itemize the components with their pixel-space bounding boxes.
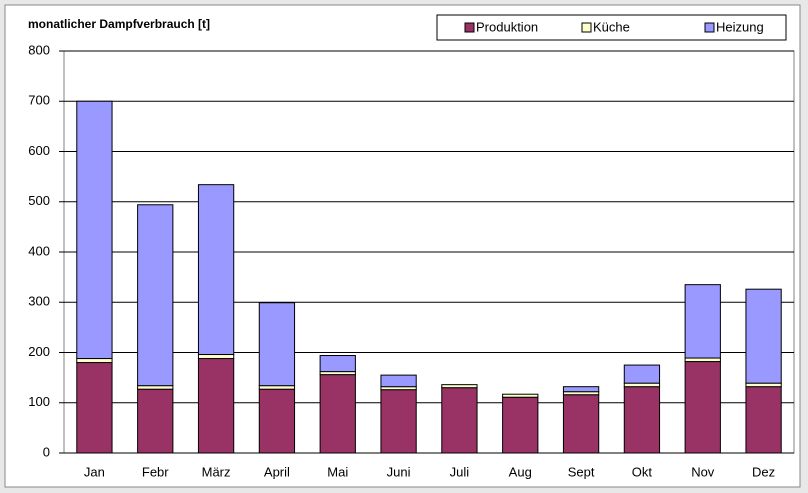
bar-segment bbox=[319, 355, 356, 373]
bar-segment bbox=[380, 374, 417, 388]
y-tick-label: 700 bbox=[28, 93, 50, 108]
bar-segment bbox=[137, 388, 174, 454]
bar-segment bbox=[562, 386, 600, 393]
legend-label: Heizung bbox=[716, 19, 764, 34]
x-tick-label: Febr bbox=[142, 464, 169, 479]
bar-segment bbox=[441, 387, 478, 454]
legend-swatch bbox=[704, 22, 715, 33]
legend-label: Produktion bbox=[476, 19, 538, 34]
bar-segment bbox=[745, 288, 782, 384]
x-tick-label: Aug bbox=[509, 464, 532, 479]
bar-segment bbox=[197, 184, 235, 356]
bar-segment bbox=[258, 388, 296, 454]
x-tick-label: Mai bbox=[327, 464, 348, 479]
bar-segment bbox=[684, 361, 721, 454]
legend-swatch bbox=[464, 22, 475, 33]
legend-box bbox=[436, 14, 787, 41]
chart-title: monatlicher Dampfverbrauch [t] bbox=[28, 17, 210, 31]
bar-segment bbox=[502, 393, 539, 398]
bar-segment bbox=[76, 358, 113, 364]
bar-segment bbox=[197, 354, 235, 360]
y-tick-label: 100 bbox=[28, 394, 50, 409]
bar-segment bbox=[380, 389, 417, 454]
bar-segment bbox=[137, 204, 174, 387]
bar-segment bbox=[502, 396, 539, 454]
bar-segment bbox=[258, 385, 296, 390]
y-tick-label: 600 bbox=[28, 143, 50, 158]
x-tick-label: März bbox=[202, 464, 231, 479]
x-tick-label: Jan bbox=[84, 464, 105, 479]
bar-segment bbox=[623, 386, 661, 454]
x-tick-label: Juli bbox=[450, 464, 470, 479]
x-tick-label: April bbox=[264, 464, 290, 479]
bar-segment bbox=[76, 362, 113, 454]
bar-segment bbox=[745, 382, 782, 388]
bar-segment bbox=[441, 384, 478, 389]
legend-label: Küche bbox=[593, 19, 630, 34]
bar-segment bbox=[684, 357, 721, 363]
bar-segment bbox=[623, 364, 661, 384]
y-tick-label: 400 bbox=[28, 243, 50, 258]
y-tick-label: 500 bbox=[28, 193, 50, 208]
bar-segment bbox=[562, 394, 600, 454]
y-tick-label: 300 bbox=[28, 294, 50, 309]
bar-segment bbox=[258, 302, 296, 387]
y-tick-label: 800 bbox=[28, 42, 50, 57]
bar-segment bbox=[319, 374, 356, 454]
y-tick-label: 0 bbox=[43, 444, 50, 459]
legend-swatch bbox=[581, 22, 592, 33]
y-tick-label: 200 bbox=[28, 344, 50, 359]
bar-segment bbox=[745, 386, 782, 454]
x-tick-label: Dez bbox=[752, 464, 775, 479]
x-tick-label: Okt bbox=[632, 464, 653, 479]
x-tick-label: Sept bbox=[568, 464, 595, 479]
bar-segment bbox=[623, 382, 661, 388]
x-tick-label: Nov bbox=[691, 464, 715, 479]
bar-segment bbox=[197, 358, 235, 454]
bar-segment bbox=[137, 385, 174, 390]
bar-segment bbox=[684, 284, 721, 359]
x-tick-label: Juni bbox=[387, 464, 411, 479]
bar-segment bbox=[76, 100, 113, 360]
